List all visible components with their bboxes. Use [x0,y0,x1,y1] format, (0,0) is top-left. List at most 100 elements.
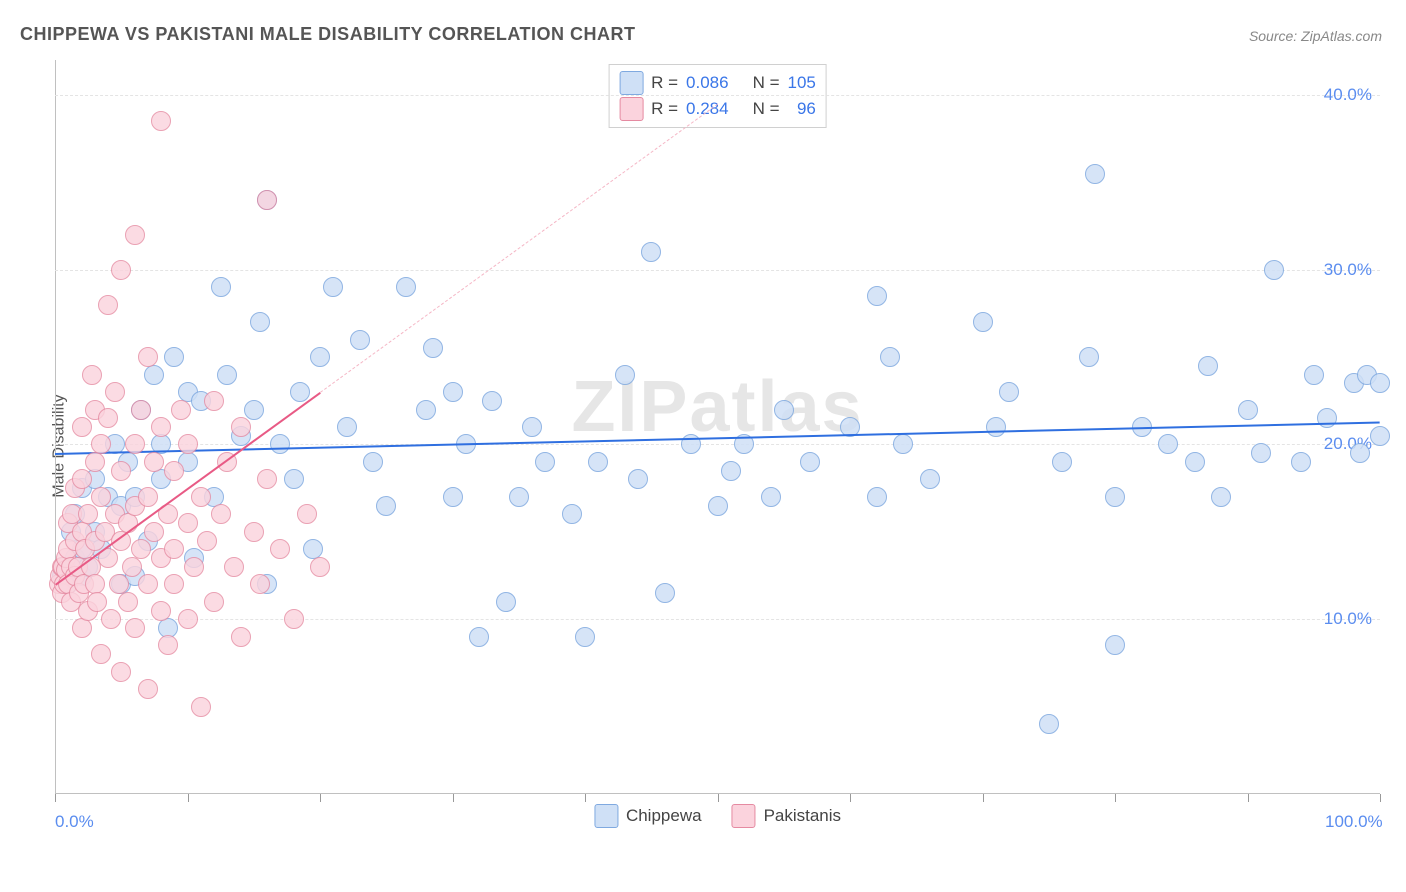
scatter-point [204,592,224,612]
legend-swatch [732,804,756,828]
scatter-point [257,469,277,489]
legend-r-label: R = [651,99,678,119]
scatter-point [1370,426,1390,446]
scatter-point [151,111,171,131]
x-tick-mark [850,794,851,802]
scatter-point [1052,452,1072,472]
scatter-point [270,434,290,454]
legend-swatch [619,97,643,121]
scatter-point [973,312,993,332]
scatter-point [72,417,92,437]
gridline-h [55,619,1380,620]
scatter-point [535,452,555,472]
scatter-point [111,662,131,682]
x-tick-label: 0.0% [55,812,94,832]
scatter-point [151,601,171,621]
scatter-point [72,618,92,638]
scatter-point [761,487,781,507]
scatter-point [105,382,125,402]
plot-area: ZIPatlas R =0.086N =105R =0.284N = 96 Ch… [55,60,1380,830]
legend-r-label: R = [651,73,678,93]
y-tick-label: 40.0% [1324,85,1372,105]
scatter-point [118,592,138,612]
legend-n-label: N = [753,73,780,93]
scatter-point [496,592,516,612]
legend-n-value: 96 [788,99,816,119]
x-tick-mark [55,794,56,802]
scatter-point [1291,452,1311,472]
x-tick-mark [1115,794,1116,802]
scatter-point [270,539,290,559]
scatter-point [184,557,204,577]
scatter-point [250,574,270,594]
legend-row: R =0.284N = 96 [619,97,816,121]
legend-item: Pakistanis [732,804,841,828]
x-tick-mark [453,794,454,802]
scatter-point [655,583,675,603]
scatter-point [284,609,304,629]
scatter-point [1079,347,1099,367]
scatter-point [231,627,251,647]
scatter-point [125,225,145,245]
scatter-point [122,557,142,577]
scatter-point [1350,443,1370,463]
scatter-point [509,487,529,507]
chart-title: CHIPPEWA VS PAKISTANI MALE DISABILITY CO… [20,24,636,45]
legend-n-value: 105 [788,73,816,93]
scatter-point [774,400,794,420]
source-attribution: Source: ZipAtlas.com [1249,28,1382,44]
scatter-point [1105,487,1125,507]
scatter-point [171,400,191,420]
scatter-point [575,627,595,647]
scatter-point [1304,365,1324,385]
scatter-point [800,452,820,472]
scatter-point [376,496,396,516]
scatter-point [1211,487,1231,507]
legend-item: Chippewa [594,804,702,828]
scatter-point [178,609,198,629]
scatter-point [91,487,111,507]
y-tick-label: 30.0% [1324,260,1372,280]
scatter-point [131,400,151,420]
scatter-point [125,434,145,454]
scatter-point [323,277,343,297]
scatter-point [138,679,158,699]
legend-r-value: 0.086 [686,73,729,93]
scatter-point [138,347,158,367]
scatter-point [211,504,231,524]
scatter-point [144,522,164,542]
scatter-point [1238,400,1258,420]
scatter-point [91,434,111,454]
scatter-point [867,487,887,507]
chart-container: CHIPPEWA VS PAKISTANI MALE DISABILITY CO… [0,0,1406,892]
scatter-point [482,391,502,411]
scatter-point [469,627,489,647]
scatter-point [257,190,277,210]
scatter-point [310,347,330,367]
scatter-point [178,513,198,533]
scatter-point [1264,260,1284,280]
series-legend: Chippewa Pakistanis [594,804,841,828]
scatter-point [85,452,105,472]
x-tick-mark [320,794,321,802]
scatter-point [87,592,107,612]
scatter-point [211,277,231,297]
x-tick-label: 100.0% [1325,812,1383,832]
scatter-point [158,635,178,655]
x-tick-mark [1248,794,1249,802]
scatter-point [98,408,118,428]
scatter-point [920,469,940,489]
scatter-point [231,417,251,437]
scatter-point [111,461,131,481]
scatter-point [197,531,217,551]
scatter-point [290,382,310,402]
scatter-point [721,461,741,481]
scatter-point [1039,714,1059,734]
scatter-point [1317,408,1337,428]
scatter-point [297,504,317,524]
scatter-point [111,260,131,280]
correlation-legend: R = 0.086 N = 105 R =0.284N = 96 [608,64,827,128]
scatter-point [350,330,370,350]
gridline-h [55,444,1380,445]
y-tick-label: 10.0% [1324,609,1372,629]
